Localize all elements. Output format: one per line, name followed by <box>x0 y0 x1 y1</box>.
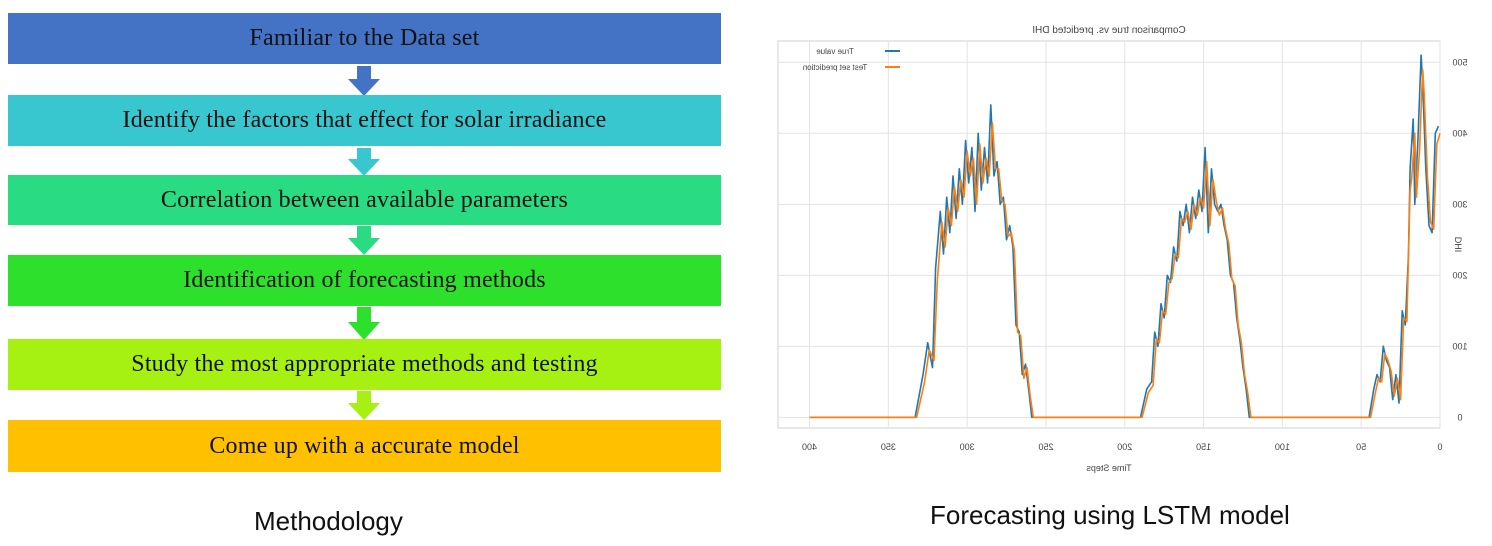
line-chart: 400 350 300 250 200 150 100 50 00100200300400500… <box>777 25 1468 473</box>
step-5-label: Study the most appropriate methods and t… <box>131 351 598 377</box>
down-arrow-icon <box>348 148 380 176</box>
down-arrow-icon <box>348 307 380 340</box>
y-tick-label: 100 <box>1452 341 1467 351</box>
legend-label-2: Test set prediction <box>803 63 867 72</box>
x-tick-label: 100 <box>1275 442 1290 452</box>
step-4-box: Identification of forecasting methods <box>8 255 721 306</box>
x-tick-label: 350 <box>881 442 896 452</box>
dhi-forecast-chart: 400 350 300 250 200 150 100 50 0 0 100 200 300 400 500… <box>765 15 1492 475</box>
y-tick-label: 500 <box>1452 57 1467 67</box>
x-tick-label: 250 <box>1038 442 1053 452</box>
x-tick-label: 300 <box>960 442 975 452</box>
down-arrow-icon <box>348 66 380 96</box>
x-tick-label: 0 <box>1437 442 1442 452</box>
plot-area <box>777 40 1441 429</box>
chart-title: Comparison true vs. predicted DHI <box>1032 25 1185 36</box>
y-tick-label: 0 <box>1457 412 1462 422</box>
x-tick-label: 150 <box>1196 442 1211 452</box>
down-arrow-icon <box>348 226 380 255</box>
down-arrow-icon <box>348 391 380 420</box>
legend-label-1: True value <box>816 47 854 56</box>
methodology-caption: Methodology <box>254 506 403 536</box>
step-2-box: Identify the factors that effect for sol… <box>8 95 721 146</box>
step-6-box: Come up with a accurate model <box>8 420 721 472</box>
y-tick-label: 200 <box>1452 270 1467 280</box>
step-5-box: Study the most appropriate methods and t… <box>8 339 721 390</box>
series-line-2 <box>809 68 1441 419</box>
y-tick-label: 300 <box>1452 199 1467 209</box>
x-tick-label: 400 <box>802 442 817 452</box>
step-2-label: Identify the factors that effect for sol… <box>122 107 607 133</box>
step-6-label: Come up with a accurate model <box>209 432 520 459</box>
step-1-label: Familiar to the Data set <box>249 25 480 51</box>
x-axis-label: Time Steps <box>1086 463 1132 473</box>
step-3-label: Correlation between available parameters <box>160 186 569 213</box>
x-tick-label: 200 <box>1117 442 1132 452</box>
y-tick-label: 400 <box>1452 128 1467 138</box>
series-line-1 <box>809 54 1440 419</box>
step-3-box: Correlation between available parameters <box>8 175 721 225</box>
forecast-caption: Forecasting using LSTM model <box>930 500 1290 530</box>
y-axis-label: DHI <box>1453 237 1463 253</box>
x-tick-label: 50 <box>1356 442 1366 452</box>
step-1-box: Familiar to the Data set <box>8 13 721 64</box>
step-4-label: Identification of forecasting methods <box>183 267 546 293</box>
